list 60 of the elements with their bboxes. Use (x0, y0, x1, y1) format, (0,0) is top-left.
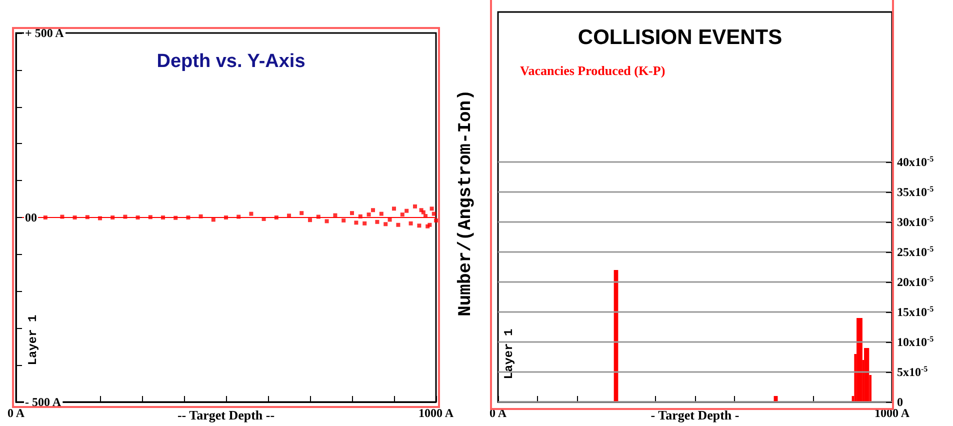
point (417, 224, 422, 228)
x-axis-title: - Target Depth - (650, 408, 740, 422)
y-axis-title: Number/(Angstrom-Ion) (456, 90, 476, 316)
point (388, 218, 392, 222)
point (249, 212, 254, 216)
point (384, 222, 388, 226)
point (60, 214, 64, 219)
point (161, 216, 165, 220)
point (358, 214, 362, 218)
point (379, 212, 384, 216)
point (371, 208, 375, 212)
point (300, 211, 304, 216)
point (262, 216, 266, 221)
point (123, 214, 128, 219)
point (413, 204, 417, 208)
point (148, 215, 152, 220)
text: Depth vs. Y-Axis (156, 51, 306, 72)
point (350, 211, 354, 216)
y-tick-label: 00 (25, 210, 37, 224)
point (404, 208, 409, 213)
point (308, 218, 312, 222)
point (224, 216, 228, 220)
point (174, 216, 178, 220)
point (366, 212, 371, 217)
point (333, 213, 338, 218)
point (316, 214, 320, 219)
text: Vacancies Produced (K-P) (520, 63, 666, 78)
point (342, 218, 346, 222)
point (424, 214, 428, 218)
y-tick-label: 0 (897, 395, 903, 409)
point (211, 218, 216, 222)
text: COLLISION EVENTS (578, 26, 782, 49)
point (85, 215, 90, 220)
point (396, 222, 400, 227)
point (324, 219, 329, 224)
y-tick-label: - 500 A (25, 395, 62, 409)
point (430, 206, 434, 211)
point (400, 212, 404, 217)
y-tick-label: + 500 A (25, 26, 64, 40)
point (110, 216, 115, 220)
point (186, 216, 190, 220)
point (136, 216, 140, 220)
x-tick-label: 1000 A (418, 406, 454, 420)
point (198, 214, 203, 218)
point (236, 214, 241, 219)
point (43, 216, 48, 220)
x-axis-title: -- Target Depth -- (177, 408, 275, 422)
point (98, 216, 102, 220)
point (375, 220, 380, 224)
point (392, 206, 396, 211)
point (434, 218, 438, 222)
point (362, 221, 367, 226)
point (432, 212, 436, 216)
x-tick-label: 0 A (7, 406, 25, 420)
point (274, 216, 278, 220)
point (408, 221, 413, 226)
point (72, 216, 77, 220)
annotation: Layer 1 (502, 328, 516, 380)
point (354, 220, 358, 225)
annotation: Layer 1 (26, 314, 40, 366)
